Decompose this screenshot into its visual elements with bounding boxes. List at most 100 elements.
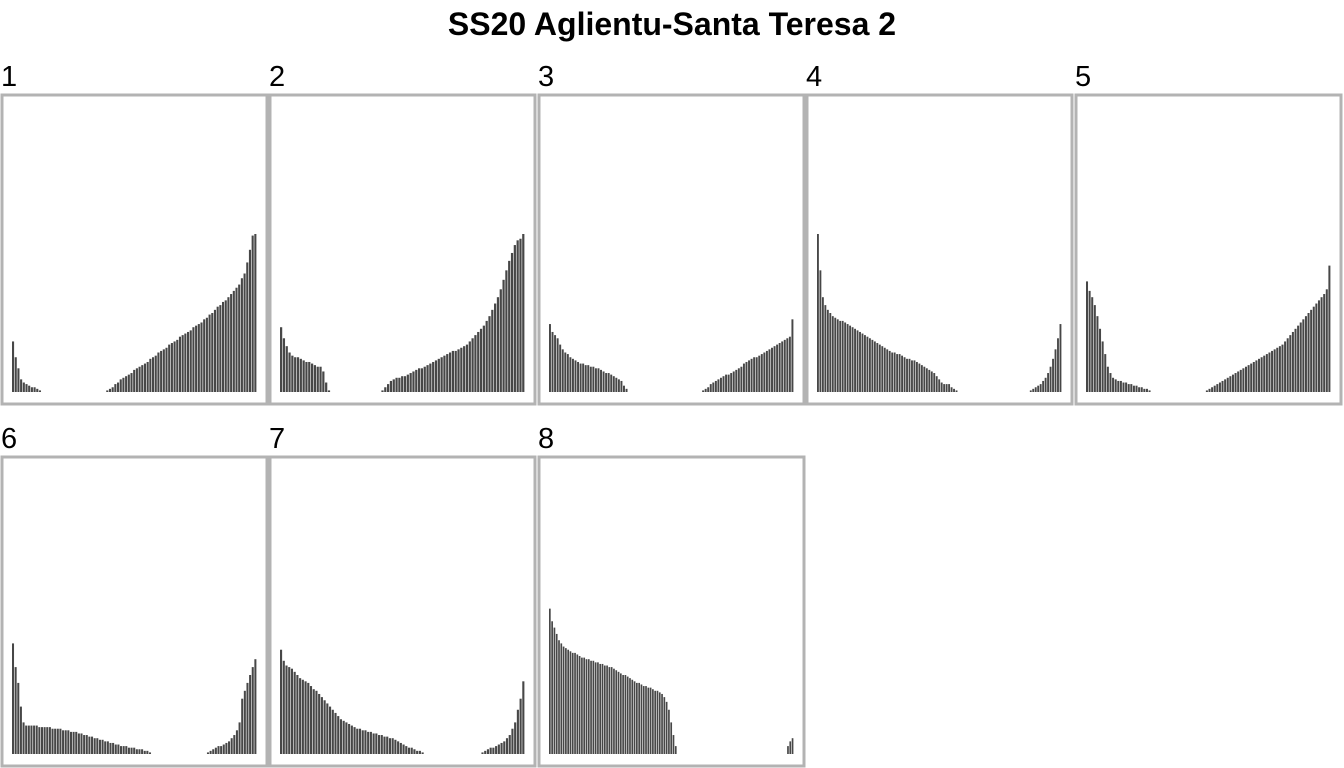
panel-border	[805, 93, 1074, 406]
bar	[612, 376, 615, 392]
bar	[409, 373, 412, 392]
bar	[786, 338, 789, 392]
bar	[1260, 357, 1263, 392]
bar	[819, 270, 822, 392]
panel-4: 4	[805, 61, 1074, 406]
bar	[846, 324, 849, 392]
bar	[1213, 385, 1216, 392]
bar	[25, 725, 28, 754]
bar	[714, 380, 717, 392]
bar	[125, 746, 128, 754]
bar	[48, 727, 51, 754]
bar	[1242, 368, 1245, 392]
bar	[280, 327, 283, 392]
bar	[254, 234, 257, 392]
bar	[170, 343, 173, 392]
bar	[737, 368, 740, 392]
bar	[1273, 349, 1276, 392]
bar	[141, 749, 144, 754]
bar	[313, 365, 317, 392]
bar	[821, 297, 824, 392]
bar	[1216, 384, 1219, 392]
bar	[241, 698, 244, 754]
bar	[280, 649, 283, 754]
bar	[561, 349, 564, 392]
bar	[555, 633, 558, 754]
bar	[674, 746, 677, 754]
bar	[17, 682, 20, 754]
bar	[893, 352, 896, 392]
bar	[282, 660, 285, 754]
bar	[610, 374, 613, 392]
bar	[948, 384, 951, 392]
bar	[72, 731, 75, 754]
bar	[610, 667, 613, 754]
bar	[499, 289, 502, 392]
bar	[22, 382, 25, 392]
bar	[485, 320, 488, 392]
bar	[516, 709, 519, 754]
bar	[1286, 338, 1289, 392]
bar	[661, 693, 663, 754]
bar	[291, 355, 294, 392]
bar	[1143, 388, 1146, 392]
bar	[80, 733, 83, 754]
bar	[502, 279, 505, 392]
bar	[1237, 371, 1240, 392]
bar	[471, 338, 474, 392]
bar	[138, 366, 141, 392]
bar	[22, 722, 25, 754]
bar	[562, 646, 565, 754]
bar	[356, 728, 359, 754]
bar	[891, 352, 894, 392]
bar	[429, 363, 432, 392]
bar	[228, 741, 231, 754]
bar	[127, 374, 130, 392]
bar	[143, 363, 147, 392]
bar	[602, 371, 605, 392]
bar	[77, 733, 80, 754]
bar	[443, 355, 446, 392]
bar	[592, 660, 595, 754]
bar	[1208, 388, 1211, 392]
bar	[668, 709, 670, 754]
bar	[829, 313, 832, 392]
bar	[590, 660, 592, 754]
bar	[513, 245, 516, 392]
bar	[122, 377, 125, 392]
bar	[1302, 319, 1305, 392]
bar	[494, 303, 497, 392]
bar	[851, 327, 854, 392]
bar	[412, 371, 415, 392]
panel-8: 8	[537, 423, 806, 768]
bar	[505, 738, 509, 754]
bar	[783, 339, 786, 392]
bar	[251, 235, 254, 392]
bar	[38, 390, 42, 392]
bar	[59, 728, 62, 754]
bar	[243, 690, 246, 754]
bar	[282, 338, 286, 392]
bar	[165, 347, 168, 392]
bar	[399, 742, 402, 754]
bar	[130, 747, 133, 754]
bar	[30, 387, 33, 392]
bar	[871, 339, 874, 392]
bar	[1307, 313, 1310, 392]
bar	[394, 739, 397, 754]
bar	[345, 722, 348, 754]
bar	[243, 273, 246, 392]
bar	[109, 742, 112, 754]
bar	[1034, 387, 1037, 392]
bar	[569, 651, 572, 754]
bar	[101, 739, 104, 754]
bar	[326, 703, 329, 754]
bar	[114, 384, 117, 392]
panel-label-7: 7	[269, 423, 285, 455]
bar	[141, 365, 144, 392]
bar	[288, 667, 291, 754]
bar	[560, 643, 563, 754]
bar	[133, 369, 136, 392]
bar	[17, 368, 20, 392]
bar	[594, 662, 597, 754]
